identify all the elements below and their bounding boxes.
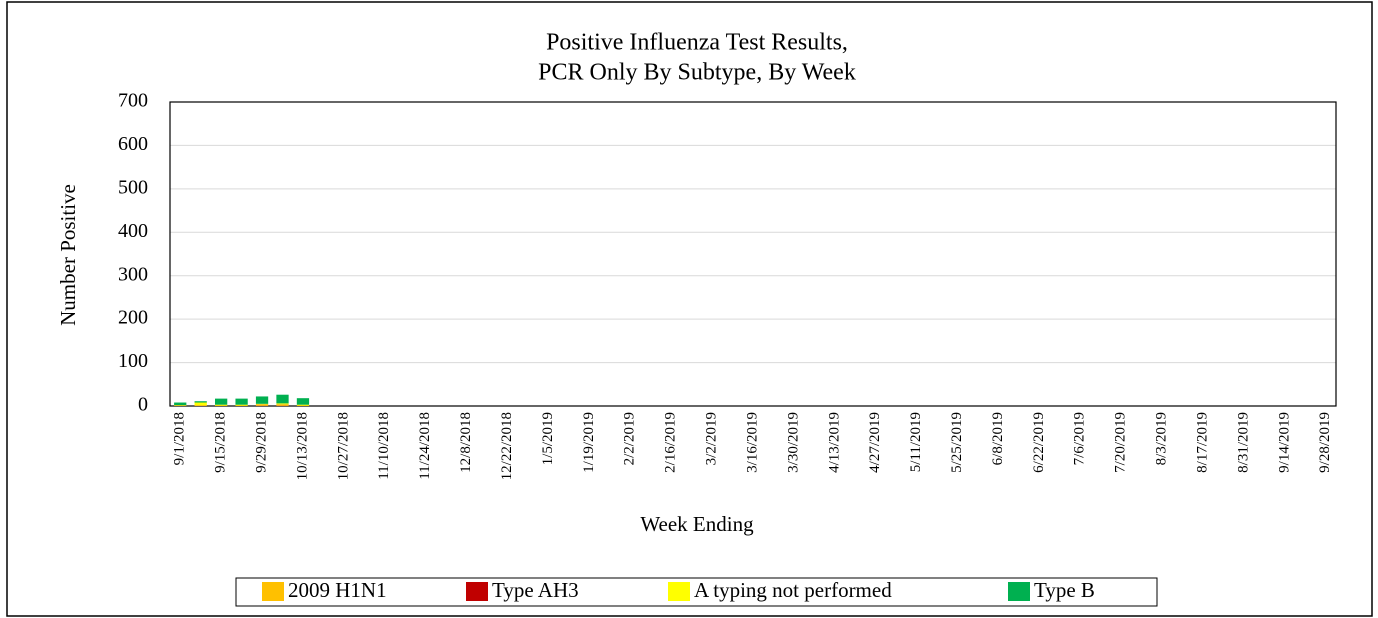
bar-segment bbox=[235, 404, 248, 406]
chart-title: PCR Only By Subtype, By Week bbox=[538, 60, 856, 86]
y-tick-label: 100 bbox=[118, 350, 148, 372]
x-tick-label: 9/15/2018 bbox=[213, 412, 229, 473]
y-axis-title: Number Positive bbox=[56, 184, 80, 326]
x-tick-label: 12/22/2018 bbox=[499, 412, 515, 480]
x-tick-label: 9/14/2019 bbox=[1276, 412, 1292, 473]
legend-swatch bbox=[1008, 582, 1030, 601]
bar-segment bbox=[276, 403, 289, 405]
x-tick-label: 10/27/2018 bbox=[335, 412, 351, 480]
legend-label: Type B bbox=[1034, 578, 1095, 602]
x-tick-label: 5/11/2019 bbox=[908, 412, 924, 472]
x-tick-label: 6/22/2019 bbox=[1031, 412, 1047, 473]
x-tick-label: 9/28/2019 bbox=[1317, 412, 1333, 473]
chart-title: Positive Influenza Test Results, bbox=[546, 30, 848, 56]
y-tick-label: 300 bbox=[118, 263, 148, 285]
legend-label: Type AH3 bbox=[492, 578, 579, 602]
plot-border bbox=[169, 101, 1337, 407]
bar-segment bbox=[215, 404, 228, 406]
x-tick-label: 3/30/2019 bbox=[785, 412, 801, 473]
x-tick-label: 7/6/2019 bbox=[1072, 412, 1088, 465]
x-tick-label: 6/8/2019 bbox=[990, 412, 1006, 465]
bar-segment bbox=[194, 401, 207, 403]
bar-segment bbox=[276, 394, 289, 404]
bar-segment bbox=[255, 396, 269, 404]
x-tick-label: 5/25/2019 bbox=[949, 412, 965, 473]
bar-segment bbox=[194, 402, 207, 406]
x-tick-label: 2/16/2019 bbox=[663, 412, 679, 473]
y-tick-label: 0 bbox=[138, 394, 148, 416]
bar-segment bbox=[235, 398, 248, 405]
bar-segment bbox=[296, 398, 310, 405]
bar-segment bbox=[174, 402, 187, 406]
bar-segment bbox=[255, 405, 269, 406]
x-tick-label: 8/31/2019 bbox=[1235, 412, 1251, 473]
x-tick-label: 2/2/2019 bbox=[622, 412, 638, 465]
x-tick-label: 12/8/2018 bbox=[458, 412, 474, 473]
legend-box bbox=[235, 577, 1158, 607]
x-tick-label: 1/19/2019 bbox=[581, 412, 597, 473]
bar-segment bbox=[194, 405, 207, 406]
y-tick-label: 600 bbox=[118, 133, 148, 155]
x-tick-label: 9/29/2018 bbox=[253, 412, 269, 473]
bar-segment bbox=[255, 403, 269, 405]
y-tick-label: 700 bbox=[118, 90, 148, 112]
x-tick-label: 4/13/2019 bbox=[826, 412, 842, 473]
x-tick-label: 11/24/2018 bbox=[417, 412, 433, 480]
bar-segment bbox=[215, 398, 228, 405]
chart-border bbox=[6, 1, 1373, 617]
x-tick-label: 10/13/2018 bbox=[294, 412, 310, 480]
x-tick-label: 3/2/2019 bbox=[704, 412, 720, 465]
bar-segment bbox=[296, 404, 310, 406]
x-tick-label: 7/20/2019 bbox=[1113, 412, 1129, 473]
x-tick-label: 3/16/2019 bbox=[744, 412, 760, 473]
x-axis-title: Week Ending bbox=[640, 512, 754, 536]
x-tick-label: 4/27/2019 bbox=[867, 412, 883, 473]
legend-swatch bbox=[466, 582, 488, 601]
legend-swatch bbox=[668, 582, 690, 601]
y-tick-label: 400 bbox=[118, 220, 148, 242]
x-tick-label: 9/1/2018 bbox=[172, 412, 188, 465]
x-tick-label: 8/3/2019 bbox=[1154, 412, 1170, 465]
y-tick-label: 200 bbox=[118, 307, 148, 329]
y-tick-label: 500 bbox=[118, 176, 148, 198]
legend-label: A typing not performed bbox=[694, 578, 892, 602]
x-tick-label: 1/5/2019 bbox=[540, 412, 556, 465]
x-tick-label: 8/17/2019 bbox=[1194, 412, 1210, 473]
bar-segment bbox=[276, 405, 289, 406]
legend-swatch bbox=[262, 582, 284, 601]
x-tick-label: 11/10/2018 bbox=[376, 412, 392, 480]
legend-label: 2009 H1N1 bbox=[288, 578, 387, 602]
